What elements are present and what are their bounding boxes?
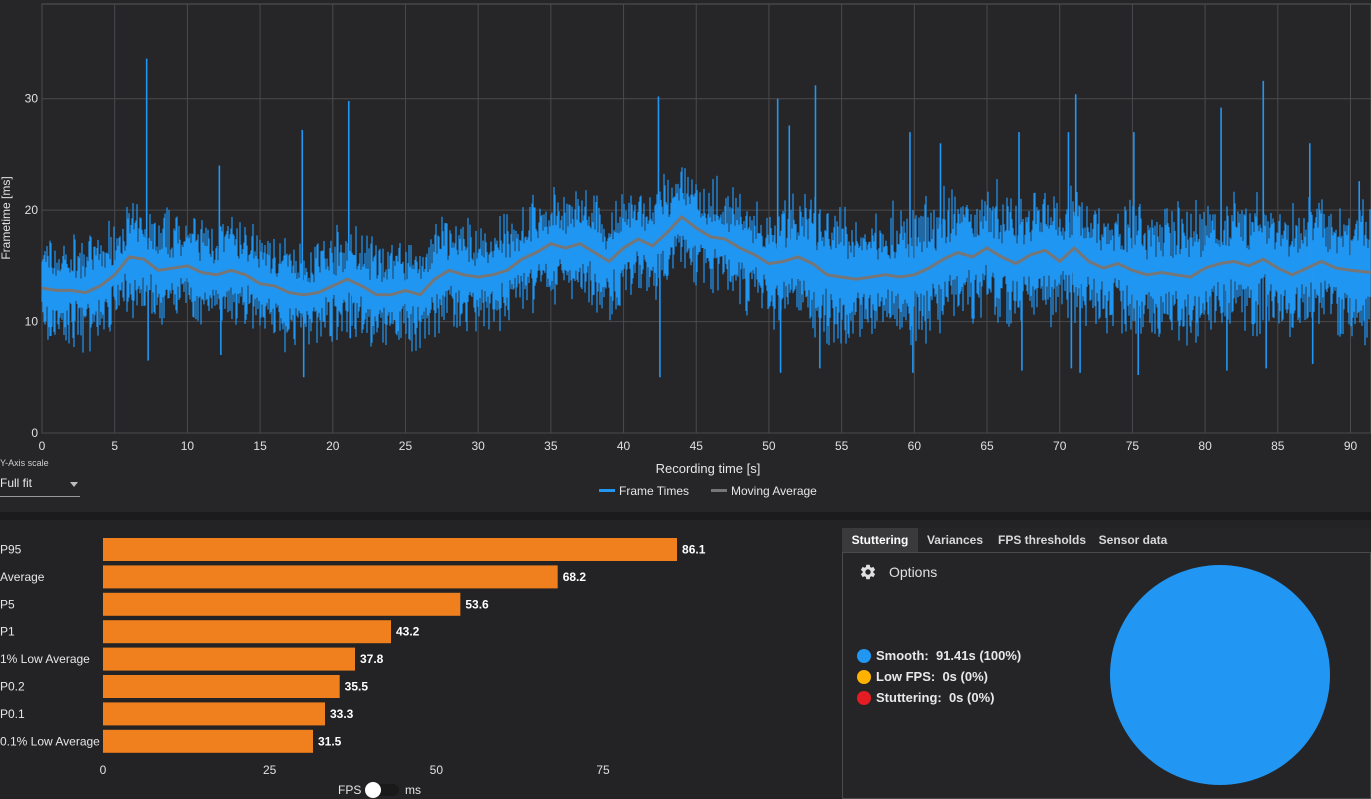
bar-category-label: P0.2 — [0, 680, 25, 694]
statistics-bar-chart: P95 86.1 Average 68.2 P5 53.6 P1 43.2 1% Low Ave… — [0, 538, 706, 777]
y-axis-scale-value: Full fit — [0, 476, 33, 490]
moving-average-line — [41, 214, 1371, 297]
x-tick-label: 35 — [544, 439, 558, 453]
legend-label-moving-average: Moving Average — [731, 484, 817, 498]
x-tick-label: 65 — [980, 439, 994, 453]
toggle-label-fps: FPS — [338, 783, 362, 797]
frametime-chart-panel: 0 10 20 30 0 5 10 15 20 25 30 35 40 45 50 55 60 65 70 75 80 8… — [0, 3, 1371, 498]
smooth-color-dot — [857, 649, 871, 663]
stuttering-value: 0s (0%) — [948, 690, 995, 705]
tab-fps-thresholds[interactable]: FPS thresholds — [997, 533, 1086, 547]
toggle-thumb — [365, 782, 381, 798]
stuttering-pie-chart — [1110, 565, 1330, 785]
legend-text-low-fps: Low FPS: 0s (0%) — [876, 669, 988, 684]
stat-bar — [103, 620, 392, 644]
legend-swatch-frame-times — [599, 489, 615, 492]
legend-swatch-moving-average — [711, 489, 727, 492]
y-axis-label: Frametime [ms] — [0, 176, 13, 259]
bar-category-label: P5 — [0, 597, 15, 611]
y-tick-label: 0 — [31, 426, 38, 440]
stuttering-label: Stuttering: — [876, 690, 942, 705]
statistics-panel: P95 86.1 Average 68.2 P5 53.6 P1 43.2 1% Low Ave… — [0, 520, 842, 799]
toggle-label-ms: ms — [405, 783, 421, 797]
bar-category-label: 0.1% Low Average — [0, 734, 100, 748]
y-tick-label: 10 — [25, 315, 39, 329]
gear-icon — [860, 564, 876, 580]
bar-value-label: 86.1 — [682, 543, 706, 557]
legend-text-stuttering: Stuttering: 0s (0%) — [876, 690, 994, 705]
chart-legend: Frame Times Moving Average — [599, 484, 817, 498]
y-tick-label: 30 — [25, 92, 39, 106]
x-tick-label: 70 — [1053, 439, 1067, 453]
x-tick-label: 10 — [181, 439, 195, 453]
y-axis-scale-dropdown[interactable]: Full fit — [0, 472, 80, 497]
x-tick-label: 80 — [1198, 439, 1212, 453]
stat-bar — [103, 565, 558, 589]
x-tick-label: 45 — [690, 439, 704, 453]
stat-bar — [103, 675, 340, 698]
bar-x-tick-label: 0 — [100, 763, 107, 777]
stat-bar — [103, 729, 314, 753]
bar-value-label: 35.5 — [345, 680, 369, 694]
legend-text-smooth: Smooth: 91.41s (100%) — [876, 648, 1021, 663]
smooth-label: Smooth: — [876, 648, 929, 663]
bar-category-label: P95 — [0, 543, 22, 557]
stuttering-color-dot — [857, 691, 871, 705]
bar-value-label: 31.5 — [318, 734, 342, 748]
stat-bar — [103, 592, 461, 616]
y-axis-scale-label: Y-Axis scale — [0, 458, 49, 468]
unit-toggle-switch[interactable] — [365, 782, 399, 798]
bar-category-label: Average — [0, 570, 45, 584]
y-tick-label: 20 — [25, 203, 39, 217]
tab-strip: Stuttering Variances FPS thresholds Sens… — [842, 528, 1371, 552]
bar-value-label: 33.3 — [330, 707, 354, 721]
analysis-tabs-panel: Stuttering Variances FPS thresholds Sens… — [842, 528, 1371, 799]
x-tick-label: 5 — [111, 439, 118, 453]
pie-slice-smooth — [1110, 565, 1330, 785]
bar-value-label: 68.2 — [563, 570, 587, 584]
bar-x-tick-label: 75 — [596, 763, 610, 777]
legend-label-frame-times: Frame Times — [619, 484, 689, 498]
options-label: Options — [889, 564, 938, 580]
x-tick-label: 75 — [1126, 439, 1140, 453]
bar-value-label: 37.8 — [360, 652, 384, 666]
bar-category-label: P0.1 — [0, 707, 25, 721]
low-fps-color-dot — [857, 670, 871, 684]
x-tick-label: 50 — [762, 439, 776, 453]
frametime-chart: 0 10 20 30 0 5 10 15 20 25 30 35 40 45 50 55 60 65 70 75 80 8… — [0, 3, 1371, 498]
x-tick-label: 20 — [326, 439, 340, 453]
bar-value-label: 53.6 — [465, 597, 489, 611]
x-axis-label: Recording time [s] — [656, 461, 761, 476]
x-tick-label: 60 — [908, 439, 922, 453]
stat-bar — [103, 647, 356, 671]
bar-category-label: 1% Low Average — [0, 652, 90, 666]
x-tick-label: 40 — [617, 439, 631, 453]
stuttering-tab-content: Options Smooth: 91.41s (100%) Low FPS: 0… — [842, 552, 1371, 799]
section-divider — [0, 512, 1371, 520]
x-tick-label: 55 — [835, 439, 849, 453]
bar-x-tick-label: 25 — [263, 763, 277, 777]
x-tick-label: 30 — [471, 439, 485, 453]
x-tick-label: 85 — [1271, 439, 1285, 453]
x-tick-label: 0 — [39, 439, 46, 453]
smooth-value: 91.41s (100%) — [935, 648, 1022, 663]
tab-variances[interactable]: Variances — [926, 533, 984, 547]
tab-stuttering[interactable]: Stuttering — [842, 528, 918, 552]
tab-sensor-data[interactable]: Sensor data — [1098, 533, 1168, 547]
bar-x-tick-label: 50 — [430, 763, 444, 777]
low-fps-label: Low FPS: — [876, 669, 936, 684]
bar-value-label: 43.2 — [396, 625, 420, 639]
chevron-down-icon — [70, 482, 78, 487]
bar-category-label: P1 — [0, 625, 15, 639]
stat-bar — [103, 538, 678, 561]
stat-bar — [103, 702, 326, 726]
x-tick-label: 25 — [399, 439, 413, 453]
low-fps-value: 0s (0%) — [942, 669, 988, 684]
x-tick-label: 15 — [253, 439, 267, 453]
x-tick-label: 90 — [1344, 439, 1358, 453]
